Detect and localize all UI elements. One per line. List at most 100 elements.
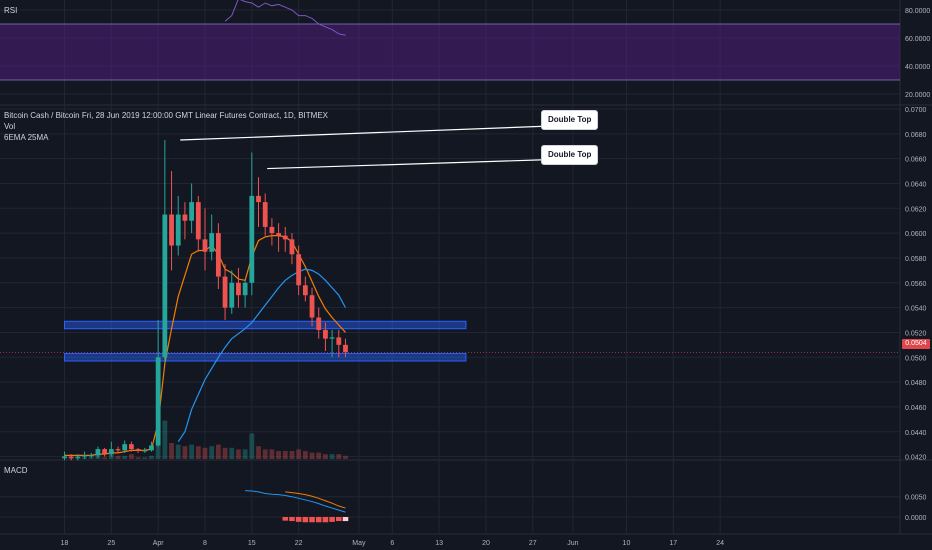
rsi-band xyxy=(0,24,900,80)
candle-body[interactable] xyxy=(115,449,121,451)
candle-body[interactable] xyxy=(189,202,195,221)
candle-body[interactable] xyxy=(269,226,275,234)
volume-bar xyxy=(162,420,168,459)
volume-bar xyxy=(102,457,108,459)
macd-histogram-bar xyxy=(329,517,335,522)
candle-body[interactable] xyxy=(149,445,154,451)
macd-title[interactable]: MACD xyxy=(4,466,28,475)
macd-histogram-bar xyxy=(315,517,322,523)
chart-grid xyxy=(0,0,932,535)
ma25-line xyxy=(177,268,347,443)
candle-body[interactable] xyxy=(102,449,108,455)
time-axis-label: Jun xyxy=(567,540,578,547)
candle-body[interactable] xyxy=(236,282,241,296)
volume-bar xyxy=(276,451,281,459)
volume-bar xyxy=(302,451,308,459)
price-axis-label: 0.0460 xyxy=(905,405,927,412)
candle-body[interactable] xyxy=(82,455,87,457)
candle-body[interactable] xyxy=(282,235,288,240)
candle-body[interactable] xyxy=(209,233,215,252)
candle-body[interactable] xyxy=(88,455,94,457)
candle-body[interactable] xyxy=(302,285,308,296)
volume-bar xyxy=(343,455,348,459)
support-zone[interactable] xyxy=(64,320,467,330)
volume-bar xyxy=(336,454,342,459)
volume-bar xyxy=(236,449,241,459)
macd-pane[interactable] xyxy=(245,490,349,523)
macd-histogram-bar xyxy=(282,517,289,521)
candle-body[interactable] xyxy=(256,195,261,203)
macd-histogram-bar xyxy=(342,517,349,522)
candle-body[interactable] xyxy=(62,456,67,458)
macd-axis-label: 0.0050 xyxy=(905,495,927,502)
candle-body[interactable] xyxy=(316,317,322,330)
candle-body[interactable] xyxy=(215,233,221,277)
volume-bar xyxy=(222,447,228,459)
volume-bar xyxy=(229,447,235,459)
macd-histogram-bar xyxy=(335,517,342,522)
candle-body[interactable] xyxy=(296,254,302,286)
candle-body[interactable] xyxy=(323,329,328,339)
volume-bar xyxy=(88,457,94,459)
ma-label[interactable]: 6EMA 25MA xyxy=(4,133,49,142)
candle-body[interactable] xyxy=(289,239,295,255)
rsi-pane[interactable] xyxy=(0,0,900,81)
candle-body[interactable] xyxy=(135,449,141,451)
candle-body[interactable] xyxy=(276,233,281,236)
rsi-axis-label: 40.0000 xyxy=(905,64,930,71)
candle-body[interactable] xyxy=(155,357,161,446)
rsi-title: RSI xyxy=(4,6,18,15)
support-zone[interactable] xyxy=(64,353,467,362)
price-axis-label: 0.0480 xyxy=(905,380,927,387)
macd-axis-label: 0.0000 xyxy=(905,515,927,522)
double-top-line-1[interactable] xyxy=(180,125,542,141)
candle-body[interactable] xyxy=(182,214,188,221)
axes: 80.000060.000040.000020.00000.07000.0680… xyxy=(61,8,931,547)
candle-body[interactable] xyxy=(249,195,255,283)
rsi-line xyxy=(224,0,346,36)
time-axis-label: 15 xyxy=(248,540,256,547)
candle-body[interactable] xyxy=(75,456,81,458)
candle-body[interactable] xyxy=(122,444,128,451)
candle-body[interactable] xyxy=(336,337,342,345)
price-pane[interactable] xyxy=(0,125,900,461)
volume-bar xyxy=(135,457,141,459)
volume-bar xyxy=(262,449,268,459)
vol-label[interactable]: Vol xyxy=(4,122,16,131)
volume-bar xyxy=(249,433,255,459)
volume-bar xyxy=(169,443,174,459)
candle-body[interactable] xyxy=(202,239,208,252)
time-axis-label: May xyxy=(352,540,366,547)
candle-body[interactable] xyxy=(222,276,228,308)
candle-body[interactable] xyxy=(142,450,148,452)
volume-bar xyxy=(195,446,201,459)
price-axis-label: 0.0440 xyxy=(905,430,927,437)
time-axis-label: 8 xyxy=(203,540,207,547)
candle-body[interactable] xyxy=(343,344,348,353)
candle-body[interactable] xyxy=(242,282,248,296)
time-axis-label: 24 xyxy=(716,540,724,547)
double-top-annotation-2[interactable]: Double Top xyxy=(541,145,599,165)
price-axis-label: 0.0500 xyxy=(905,355,927,362)
candle-body[interactable] xyxy=(169,214,174,246)
candle-body[interactable] xyxy=(229,282,235,308)
volume-bar xyxy=(115,455,121,459)
volume-bar xyxy=(296,449,302,459)
candle-body[interactable] xyxy=(175,214,181,246)
candle-body[interactable] xyxy=(195,202,201,240)
candle-body[interactable] xyxy=(329,337,335,339)
candle-body[interactable] xyxy=(262,202,268,227)
candle-body[interactable] xyxy=(129,444,134,450)
candle-body[interactable] xyxy=(309,295,315,318)
price-axis-label: 0.0660 xyxy=(905,157,927,164)
candle-body[interactable] xyxy=(108,449,114,455)
volume-bar xyxy=(155,439,161,459)
double-top-line-2[interactable] xyxy=(267,159,542,170)
symbol-title[interactable]: Bitcoin Cash / Bitcoin Fri, 28 Jun 2019 … xyxy=(4,111,328,120)
candle-body[interactable] xyxy=(68,456,74,458)
double-top-annotation-1[interactable]: Double Top xyxy=(541,110,599,130)
candle-body[interactable] xyxy=(162,214,168,358)
candle-body[interactable] xyxy=(95,449,101,456)
